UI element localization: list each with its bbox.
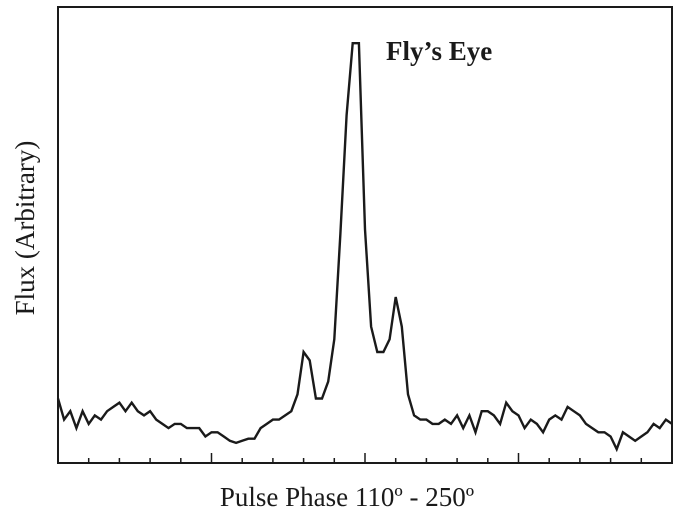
y-axis-label: Flux (Arbitrary): [10, 141, 40, 316]
flux-series-line: [56, 42, 673, 453]
x-axis-label: Pulse Phase 110º - 250º: [220, 482, 474, 512]
chart-title: Fly’s Eye: [386, 36, 492, 66]
